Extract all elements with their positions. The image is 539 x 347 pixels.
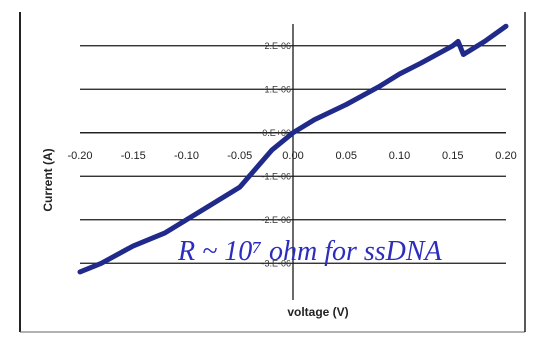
y-tick-label: -3.E-06: [261, 258, 291, 268]
x-tick-label: -0.20: [67, 150, 92, 162]
y-tick-label: 0.E+00: [262, 128, 291, 138]
x-tick-label: 0.00: [282, 150, 303, 162]
annotation-text: R ~ 10⁷ ohm for ssDNA: [177, 236, 443, 267]
y-tick-label: -1.E-06: [261, 171, 291, 181]
x-tick-label: 0.15: [442, 150, 463, 162]
x-tick-labels: -0.20 -0.15 -0.10 -0.05 0.00 0.05 0.10 0.15 0.20: [67, 150, 516, 162]
x-tick-label: 0.10: [389, 150, 410, 162]
y-tick-label: 1.E-06: [264, 84, 291, 94]
x-tick-label: -0.10: [174, 150, 199, 162]
series-line: [77, 23, 509, 275]
x-tick-label: -0.05: [227, 150, 252, 162]
x-axis-label: voltage (V): [287, 305, 348, 319]
x-tick-label: -0.15: [121, 150, 146, 162]
y-axis-label: Current (A): [41, 148, 55, 211]
x-tick-label: 0.20: [495, 150, 516, 162]
x-tick-label: 0.05: [336, 150, 357, 162]
series: [77, 23, 509, 275]
y-tick-label: -2.E-06: [261, 215, 291, 225]
figure-frame: [19, 12, 526, 333]
y-tick-labels: 2.E-06 1.E-06 0.E+00 -1.E-06 -2.E-06 -3.E-06: [261, 41, 291, 269]
y-tick-label: 2.E-06: [264, 41, 291, 51]
